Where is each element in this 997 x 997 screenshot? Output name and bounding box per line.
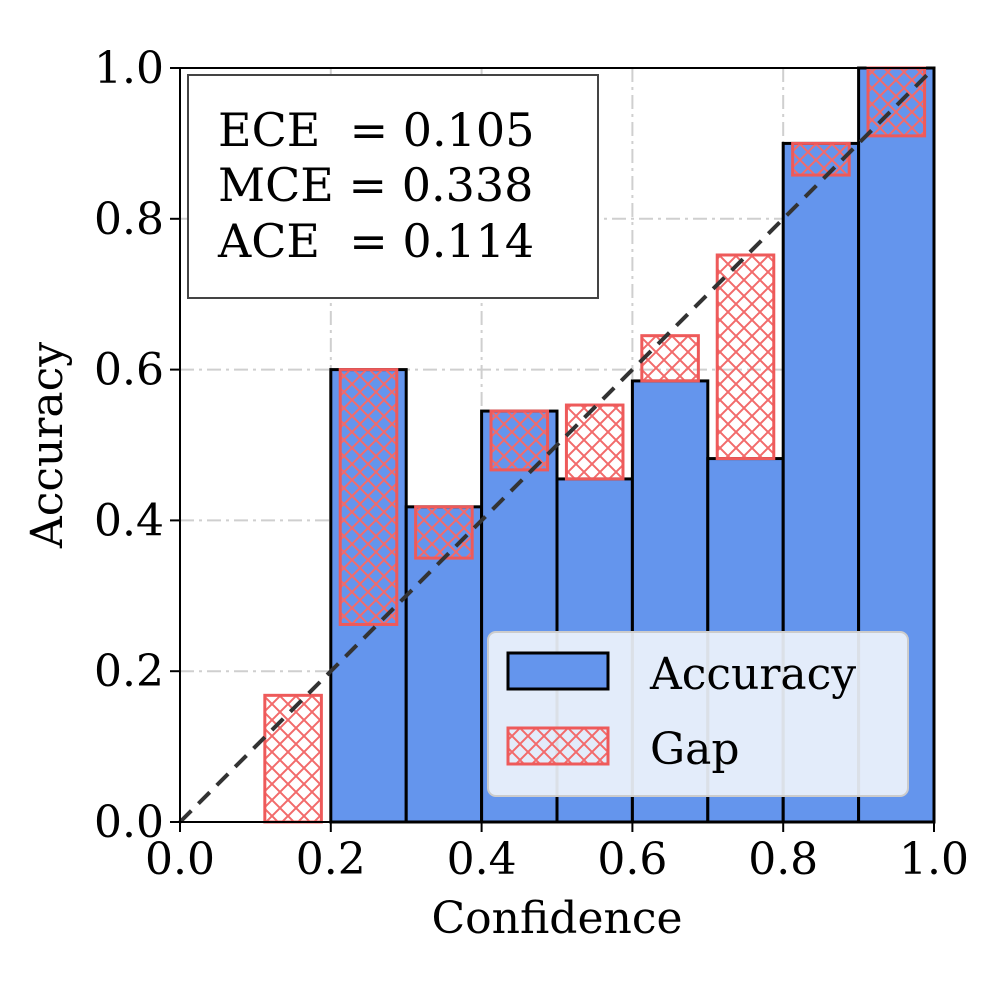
y-tick-label-5: 1.0 [94,43,164,94]
y-axis-label: Accuracy [22,342,73,549]
x-tick-label-3: 0.6 [597,834,667,885]
metric-mce: MCE = 0.338 [218,158,533,212]
legend-swatch-accuracy [506,651,610,691]
metric-ace: ACE = 0.114 [217,214,534,268]
legend-label-accuracy: Accuracy [649,649,856,700]
gap-bar-8 [791,141,851,177]
gap-bar-6 [640,334,700,383]
y-tick-label-2: 0.4 [94,495,164,546]
metrics-box: ECE = 0.105 MCE = 0.338 ACE = 0.114 [187,74,599,299]
y-tick-label-1: 0.2 [94,646,164,697]
gap-bar-5 [564,403,625,481]
perfect-calibration-line [178,66,936,824]
y-tick-label-4: 0.8 [94,194,164,245]
axis-ticks: 0.0 0.2 0.4 0.6 0.8 1.0 0.0 0.2 0.4 0.6 0.8 1.0 [94,43,969,885]
gap-bar-2 [338,368,399,626]
x-tick-label-4: 0.8 [748,834,818,885]
x-tick-label-5: 1.0 [899,834,969,885]
x-tick-label-2: 0.4 [447,834,517,885]
x-tick-label-0: 0.0 [145,834,215,885]
legend-swatch-gap [506,726,610,766]
gap-bar-4 [489,409,550,472]
x-axis-label: Confidence [431,893,682,944]
gap-bar-3 [414,505,474,560]
axes-frame [179,67,935,823]
x-tick-label-1: 0.2 [296,834,366,885]
y-tick-label-3: 0.6 [94,345,164,396]
gap-bar-9 [866,66,927,138]
gap-bar-1 [263,693,323,824]
metric-ece: ECE = 0.105 [218,103,534,157]
y-tick-label-0: 0.0 [94,797,164,848]
gap-bars [263,66,927,824]
gap-bar-7 [715,253,776,461]
legend-label-gap: Gap [650,724,740,775]
legend: Accuracy Gap [487,631,909,797]
